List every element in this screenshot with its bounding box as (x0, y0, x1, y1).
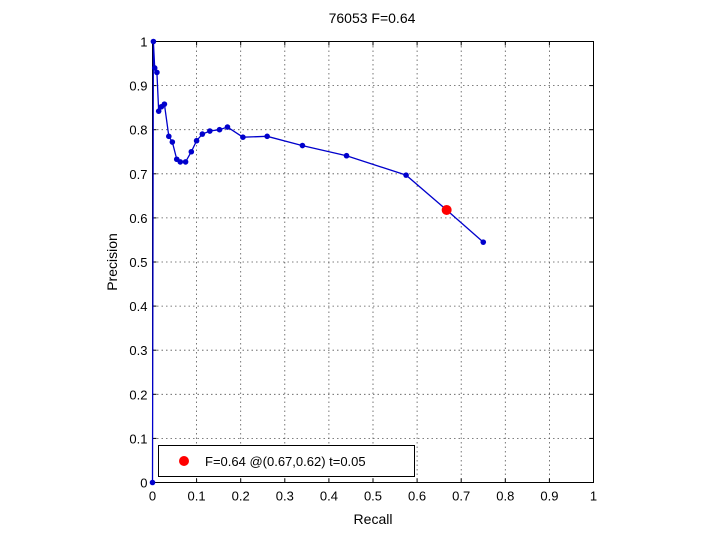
data-point (199, 131, 206, 137)
x-tick-label: 0.4 (320, 489, 338, 504)
y-tick-label: 0.7 (129, 167, 147, 182)
data-point (154, 69, 160, 76)
y-tick-label: 0.6 (129, 211, 147, 226)
y-tick-label: 0.3 (129, 343, 147, 358)
x-tick-label: 0.5 (364, 489, 382, 504)
legend-marker (179, 456, 189, 466)
x-tick-label: 0.6 (408, 489, 426, 504)
data-point (343, 152, 350, 159)
y-tick-label: 0.8 (129, 123, 147, 138)
data-point (177, 159, 184, 165)
data-point (207, 128, 213, 134)
data-point (155, 108, 162, 114)
legend-box (158, 445, 415, 477)
y-tick-label: 0.5 (129, 255, 147, 270)
x-axis-label: Recall (354, 511, 393, 527)
legend-text: F=0.64 @(0.67,0.62) t=0.05 (205, 454, 366, 469)
data-point (150, 38, 157, 45)
data-point (149, 479, 156, 486)
data-point (216, 126, 223, 133)
axis-ticks: 0 0.1 0.2 0.3 0.4 0.5 0.6 0.7 0.8 0.9 1 0 0.1 0.2 0.3 0… (129, 35, 597, 504)
x-tick-label: 0.8 (496, 489, 514, 504)
data-point (188, 148, 195, 155)
x-tick-label: 0.9 (540, 489, 558, 504)
data-point (193, 137, 200, 144)
x-tick-label: 0 (149, 489, 156, 504)
x-tick-label: 0.2 (232, 489, 250, 504)
grid-lines (152, 41, 594, 483)
y-tick-label: 0 (140, 476, 147, 491)
optimal-f-point (441, 204, 452, 215)
data-point (240, 134, 246, 140)
y-tick-label: 0.4 (129, 299, 147, 314)
x-tick-label: 0.7 (452, 489, 470, 504)
x-tick-label: 0.3 (276, 489, 294, 504)
y-tick-label: 1 (140, 35, 147, 50)
legend: F=0.64 @(0.67,0.62) t=0.05 (158, 445, 415, 477)
y-tick-label: 0.9 (129, 79, 147, 94)
data-point (169, 139, 176, 145)
data-point (299, 142, 306, 149)
data-series (149, 38, 487, 486)
y-axis-label: Precision (104, 233, 120, 291)
data-point (224, 124, 231, 130)
data-point (480, 239, 487, 245)
data-point (264, 133, 270, 140)
x-tick-label: 1 (590, 489, 597, 504)
chart-title: 76053 F=0.64 (329, 10, 416, 26)
y-tick-label: 0.2 (129, 387, 147, 402)
data-point (403, 172, 409, 178)
data-point (151, 65, 158, 71)
data-point (182, 159, 189, 165)
x-tick-label: 0.1 (188, 489, 206, 504)
data-point (161, 101, 168, 107)
data-point (166, 133, 172, 140)
y-tick-label: 0.1 (129, 431, 147, 446)
